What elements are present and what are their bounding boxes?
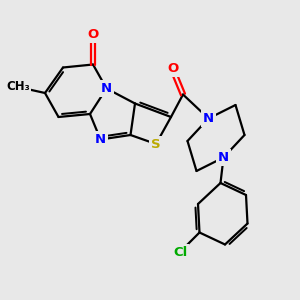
Text: N: N xyxy=(203,112,214,125)
Text: O: O xyxy=(87,28,99,41)
Text: O: O xyxy=(167,62,178,76)
Text: N: N xyxy=(95,133,106,146)
Text: N: N xyxy=(218,151,229,164)
Text: CH₃: CH₃ xyxy=(6,80,30,94)
Text: N: N xyxy=(101,82,112,95)
Text: Cl: Cl xyxy=(173,245,187,259)
Text: S: S xyxy=(151,137,161,151)
